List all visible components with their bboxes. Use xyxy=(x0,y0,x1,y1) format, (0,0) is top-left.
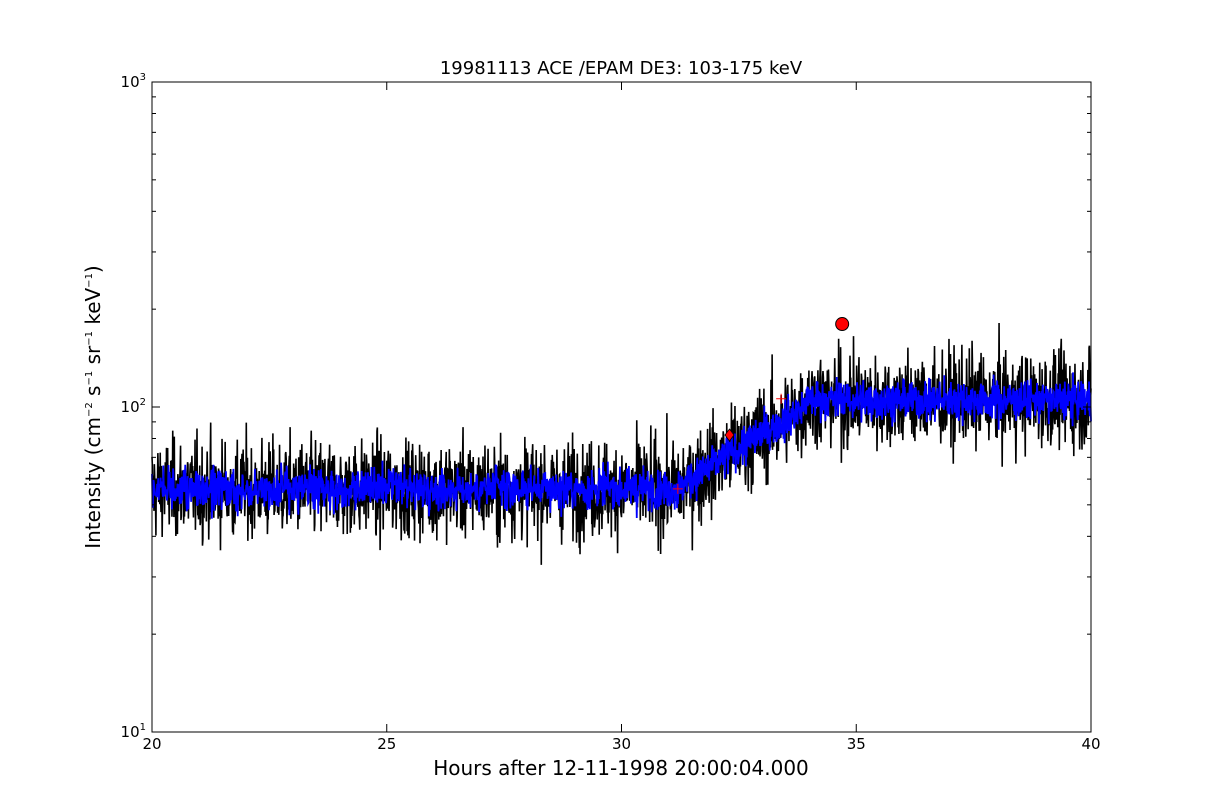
marker-plus-3 xyxy=(672,483,683,494)
x-tick-label: 25 xyxy=(377,735,396,753)
x-tick-label: 35 xyxy=(847,735,866,753)
y-axis-label-mid1: s xyxy=(81,386,105,403)
series-line-1 xyxy=(151,322,1092,565)
y-tick-label: 102 xyxy=(121,397,146,416)
x-tick-label: 40 xyxy=(1081,735,1100,753)
x-tick-label: 30 xyxy=(612,735,631,753)
y-axis-label-sup1: −2 xyxy=(84,402,95,417)
y-axis-label-sup2: −1 xyxy=(84,371,95,386)
y-axis-label-sup3: −1 xyxy=(84,331,95,346)
y-axis-label-prefix: Intensity (cm xyxy=(81,417,105,549)
x-axis-label: Hours after 12-11-1998 20:00:04.000 xyxy=(433,756,809,780)
marker-diamond-2 xyxy=(724,428,735,442)
marker-plus-4 xyxy=(776,393,787,404)
y-axis-label: Intensity (cm−2 s−1 sr−1 keV−1) xyxy=(81,265,105,549)
y-axis-label-sup4: −1 xyxy=(84,273,95,288)
x-tick-label: 20 xyxy=(142,735,161,753)
y-axis-label-suffix: ) xyxy=(81,265,105,273)
marker-layer xyxy=(672,317,850,494)
y-tick-label: 103 xyxy=(121,72,146,91)
y-tick-label: 101 xyxy=(121,722,146,741)
series-line-2 xyxy=(151,372,1092,519)
chart-title: 19981113 ACE /EPAM DE3: 103-175 keV xyxy=(440,58,803,79)
y-axis-label-mid3: keV xyxy=(81,287,105,331)
series-layer xyxy=(151,322,1092,565)
marker-circle-1 xyxy=(835,317,850,332)
tick-layer: 20 25 30 35 40 101 102 103 xyxy=(121,72,1101,753)
y-axis-label-mid2: sr xyxy=(81,345,105,371)
